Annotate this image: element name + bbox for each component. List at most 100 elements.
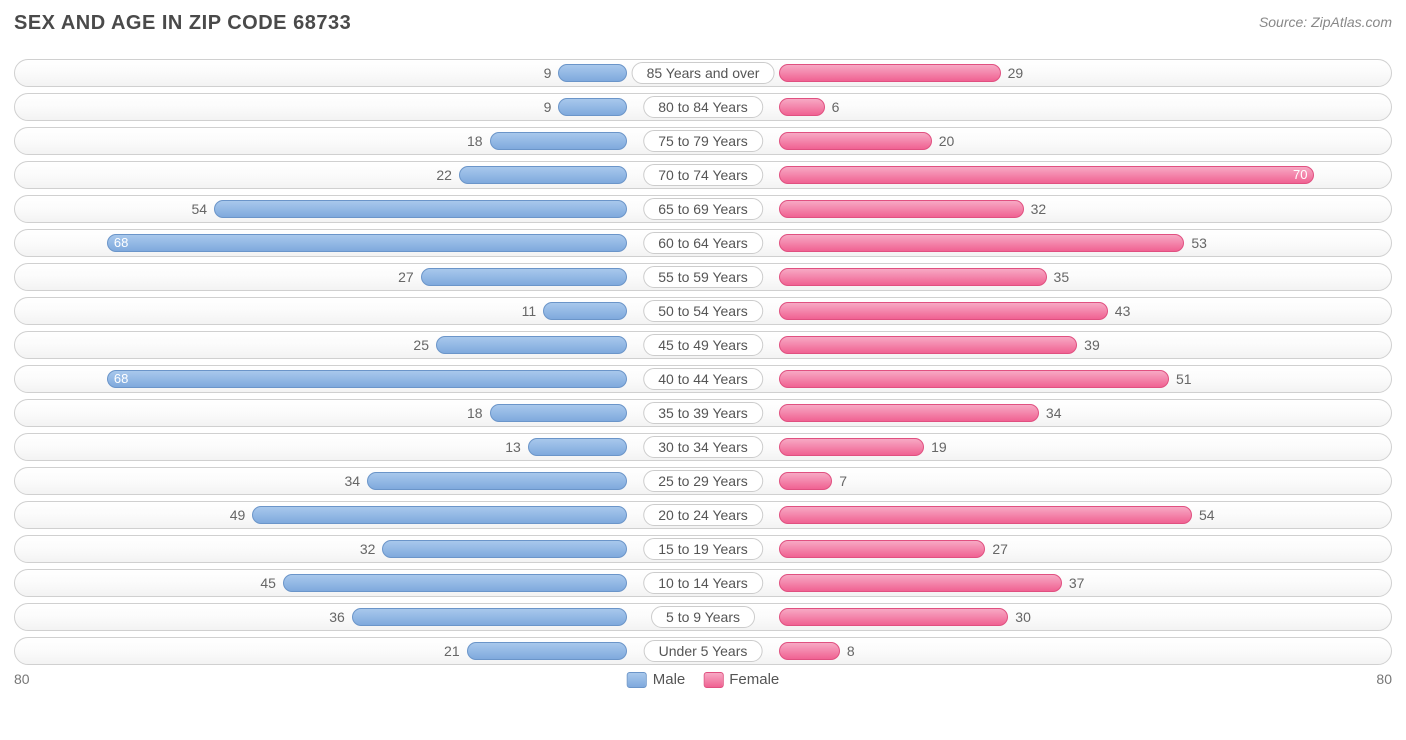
male-bar: 34: [367, 472, 627, 490]
x-axis: 80 Male Female 80: [14, 671, 1392, 687]
male-bar: 32: [382, 540, 627, 558]
age-label: 70 to 74 Years: [643, 164, 763, 186]
male-value: 9: [544, 99, 552, 115]
pyramid-row: 34 7 25 to 29 Years: [14, 467, 1392, 495]
chart-source: Source: ZipAtlas.com: [1259, 12, 1392, 30]
female-bar: 29: [779, 64, 1001, 82]
female-half: 37: [703, 570, 1391, 596]
male-bar: 68: [107, 234, 627, 252]
male-bar: 18: [490, 404, 628, 422]
female-half: 53: [703, 230, 1391, 256]
male-half: 49: [15, 502, 703, 528]
age-label: 40 to 44 Years: [643, 368, 763, 390]
male-bar: 27: [421, 268, 628, 286]
female-value: 54: [1199, 507, 1215, 523]
female-bar: 37: [779, 574, 1062, 592]
age-label: 25 to 29 Years: [643, 470, 763, 492]
pyramid-row: 253945 to 49 Years: [14, 331, 1392, 359]
female-bar: 27: [779, 540, 986, 558]
female-half: 19: [703, 434, 1391, 460]
age-label: 50 to 54 Years: [643, 300, 763, 322]
pyramid-row: 685360 to 64 Years: [14, 229, 1392, 257]
female-bar: 30: [779, 608, 1009, 626]
female-value: 8: [847, 643, 855, 659]
male-bar: 45: [283, 574, 627, 592]
pyramid-row: 92985 Years and over: [14, 59, 1392, 87]
female-bar: 7: [779, 472, 833, 490]
male-swatch-icon: [627, 672, 647, 688]
female-half: 35: [703, 264, 1391, 290]
male-value: 27: [398, 269, 414, 285]
female-bar: 43: [779, 302, 1108, 320]
chart-header: SEX AND AGE IN ZIP CODE 68733 Source: Zi…: [14, 12, 1392, 35]
pyramid-row: 131930 to 34 Years: [14, 433, 1392, 461]
female-bar: 20: [779, 132, 932, 150]
male-half: 18: [15, 400, 703, 426]
female-value: 30: [1015, 609, 1031, 625]
male-bar: 9: [558, 98, 627, 116]
female-half: 20: [703, 128, 1391, 154]
female-value: 43: [1115, 303, 1131, 319]
female-value: 39: [1084, 337, 1100, 353]
female-bar: 6: [779, 98, 825, 116]
female-half: 51: [703, 366, 1391, 392]
female-bar: 19: [779, 438, 924, 456]
female-half: 39: [703, 332, 1391, 358]
pyramid-row: 45 37 10 to 14 Years: [14, 569, 1392, 597]
female-half: 27: [703, 536, 1391, 562]
female-bar: 51: [779, 370, 1169, 388]
male-value: 54: [191, 201, 207, 217]
male-bar: 21: [467, 642, 628, 660]
female-half: 6: [703, 94, 1391, 120]
legend-male: Male: [627, 671, 686, 688]
male-half: 68: [15, 230, 703, 256]
male-value: 32: [360, 541, 376, 557]
male-value: 9: [544, 65, 552, 81]
female-bar: 53: [779, 234, 1185, 252]
female-value: 70: [1293, 167, 1307, 183]
age-label: 10 to 14 Years: [643, 572, 763, 594]
female-bar: 39: [779, 336, 1078, 354]
male-half: 9: [15, 60, 703, 86]
male-value: 18: [467, 405, 483, 421]
male-value: 45: [260, 575, 276, 591]
male-half: 11: [15, 298, 703, 324]
axis-right-max: 80: [1376, 671, 1392, 687]
legend-female: Female: [703, 671, 779, 688]
age-label: 80 to 84 Years: [643, 96, 763, 118]
male-value: 36: [329, 609, 345, 625]
female-bar: 54: [779, 506, 1192, 524]
axis-left-max: 80: [14, 671, 30, 687]
male-half: 22: [15, 162, 703, 188]
male-bar: 9: [558, 64, 627, 82]
pyramid-row: 183435 to 39 Years: [14, 399, 1392, 427]
population-pyramid-chart: 92985 Years and over9680 to 84 Years1820…: [14, 59, 1392, 665]
female-swatch-icon: [703, 672, 723, 688]
male-half: 36: [15, 604, 703, 630]
age-label: 55 to 59 Years: [643, 266, 763, 288]
male-value: 22: [436, 167, 452, 183]
pyramid-row: 36305 to 9 Years: [14, 603, 1392, 631]
male-bar: 54: [214, 200, 627, 218]
male-half: 13: [15, 434, 703, 460]
female-half: 70: [703, 162, 1391, 188]
male-half: 21: [15, 638, 703, 664]
female-half: 54: [703, 502, 1391, 528]
male-bar: 68: [107, 370, 627, 388]
female-half: 29: [703, 60, 1391, 86]
pyramid-row: 322715 to 19 Years: [14, 535, 1392, 563]
male-value: 18: [467, 133, 483, 149]
male-value: 25: [413, 337, 429, 353]
male-bar: 11: [543, 302, 627, 320]
female-value: 37: [1069, 575, 1085, 591]
pyramid-row: 22 70 70 to 74 Years: [14, 161, 1392, 189]
male-half: 54: [15, 196, 703, 222]
male-bar: 25: [436, 336, 627, 354]
male-half: 45: [15, 570, 703, 596]
age-label: Under 5 Years: [644, 640, 763, 662]
pyramid-row: 495420 to 24 Years: [14, 501, 1392, 529]
male-half: 34: [15, 468, 703, 494]
male-bar: 36: [352, 608, 628, 626]
age-label: 65 to 69 Years: [643, 198, 763, 220]
male-half: 32: [15, 536, 703, 562]
